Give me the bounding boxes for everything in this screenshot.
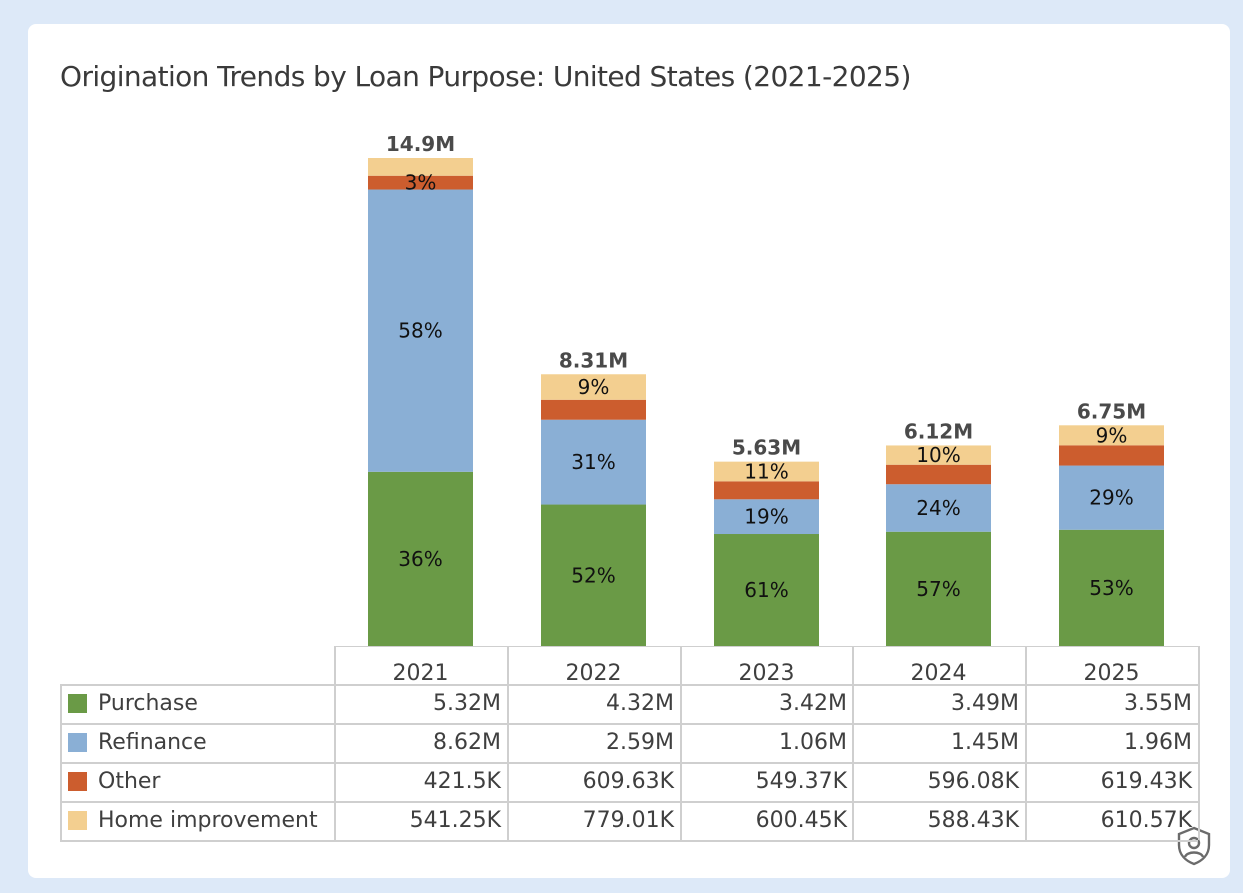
bar-segment <box>1059 445 1164 466</box>
table-cell: 541.25K <box>409 808 501 833</box>
legend-swatch <box>68 694 87 713</box>
bar-percent-label: 9% <box>1096 423 1128 447</box>
table-cell: 779.01K <box>582 808 674 833</box>
x-tick-label: 2025 <box>1083 660 1140 686</box>
bar-segment <box>368 471 473 646</box>
bar-segment <box>1059 465 1164 530</box>
bar-percent-label: 10% <box>916 443 960 467</box>
bar-segment <box>1059 425 1164 446</box>
bar-segment <box>541 374 646 400</box>
table-cell: 3.55M <box>1124 691 1192 716</box>
table-rule <box>680 646 682 840</box>
table-rule <box>60 684 62 840</box>
table-cell: 421.5K <box>423 769 501 794</box>
legend-swatch <box>68 772 87 791</box>
table-cell: 1.45M <box>951 730 1019 755</box>
bar-segment <box>368 189 473 472</box>
privacy-shield-icon[interactable] <box>1175 826 1213 866</box>
table-cell: 4.32M <box>606 691 674 716</box>
bar-percent-label: 24% <box>916 496 960 520</box>
bar-percent-label: 58% <box>398 319 442 343</box>
table-rule <box>60 801 1198 803</box>
bar-segment <box>714 534 819 646</box>
bar-total-label: 6.75M <box>1077 399 1146 423</box>
bar-total-label: 5.63M <box>732 436 801 460</box>
x-tick-label: 2024 <box>910 660 967 686</box>
table-cell: 549.37K <box>755 769 847 794</box>
bar-segment <box>886 445 991 465</box>
bar-percent-label: 11% <box>744 459 788 483</box>
table-rule <box>60 684 1198 686</box>
table-rule <box>1198 646 1200 840</box>
table-cell: 1.96M <box>1124 730 1192 755</box>
table-cell: 609.63K <box>582 769 674 794</box>
table-cell: 596.08K <box>927 769 1019 794</box>
bar-total-label: 14.9M <box>386 132 455 156</box>
table-cell: 610.57K <box>1100 808 1192 833</box>
table-cell: 2.59M <box>606 730 674 755</box>
bar-segment <box>541 419 646 505</box>
bar-segment <box>368 158 473 176</box>
x-tick-label: 2022 <box>565 660 622 686</box>
bar-percent-label: 61% <box>744 578 788 602</box>
table-rule <box>334 646 336 840</box>
table-cell: 5.32M <box>433 691 501 716</box>
legend-entry: Refinance <box>60 723 334 762</box>
table-rule <box>60 723 1198 725</box>
bar-total-label: 8.31M <box>559 348 628 372</box>
bar-segment <box>714 481 819 500</box>
bar-segment <box>886 531 991 646</box>
legend-entry: Other <box>60 762 334 801</box>
bar-percent-label: 29% <box>1089 486 1133 510</box>
table-rule <box>60 840 1198 842</box>
chart-title: Origination Trends by Loan Purpose: Unit… <box>60 60 911 93</box>
bar-percent-label: 19% <box>744 505 788 529</box>
table-rule <box>1025 646 1027 840</box>
table-cell: 619.43K <box>1100 769 1192 794</box>
table-cell: 588.43K <box>927 808 1019 833</box>
bar-percent-label: 53% <box>1089 576 1133 600</box>
bar-percent-label: 9% <box>578 375 610 399</box>
legend-entry: Purchase <box>60 684 334 723</box>
bar-percent-label: 3% <box>405 171 437 195</box>
bar-segment <box>714 499 819 535</box>
bar-segment <box>714 461 819 482</box>
table-cell: 3.42M <box>779 691 847 716</box>
table-rule <box>507 646 509 840</box>
table-cell: 3.49M <box>951 691 1019 716</box>
bar-segment <box>368 175 473 190</box>
legend-swatch <box>68 733 87 752</box>
legend-swatch <box>68 811 87 830</box>
table-rule <box>334 646 1198 647</box>
table-cell: 1.06M <box>779 730 847 755</box>
bar-percent-label: 31% <box>571 450 615 474</box>
bar-segment <box>886 464 991 485</box>
bar-segment <box>541 399 646 420</box>
x-tick-label: 2021 <box>392 660 449 686</box>
bar-segment <box>886 484 991 532</box>
bar-percent-label: 52% <box>571 563 615 587</box>
table-rule <box>852 646 854 840</box>
legend-entry: Home improvement <box>60 801 334 840</box>
x-tick-label: 2023 <box>738 660 795 686</box>
table-rule <box>60 762 1198 764</box>
bar-percent-label: 57% <box>916 577 960 601</box>
bar-total-label: 6.12M <box>904 419 973 443</box>
bar-segment <box>541 504 646 646</box>
bar-segment <box>1059 529 1164 646</box>
table-cell: 600.45K <box>755 808 847 833</box>
bar-percent-label: 36% <box>398 547 442 571</box>
table-cell: 8.62M <box>433 730 501 755</box>
